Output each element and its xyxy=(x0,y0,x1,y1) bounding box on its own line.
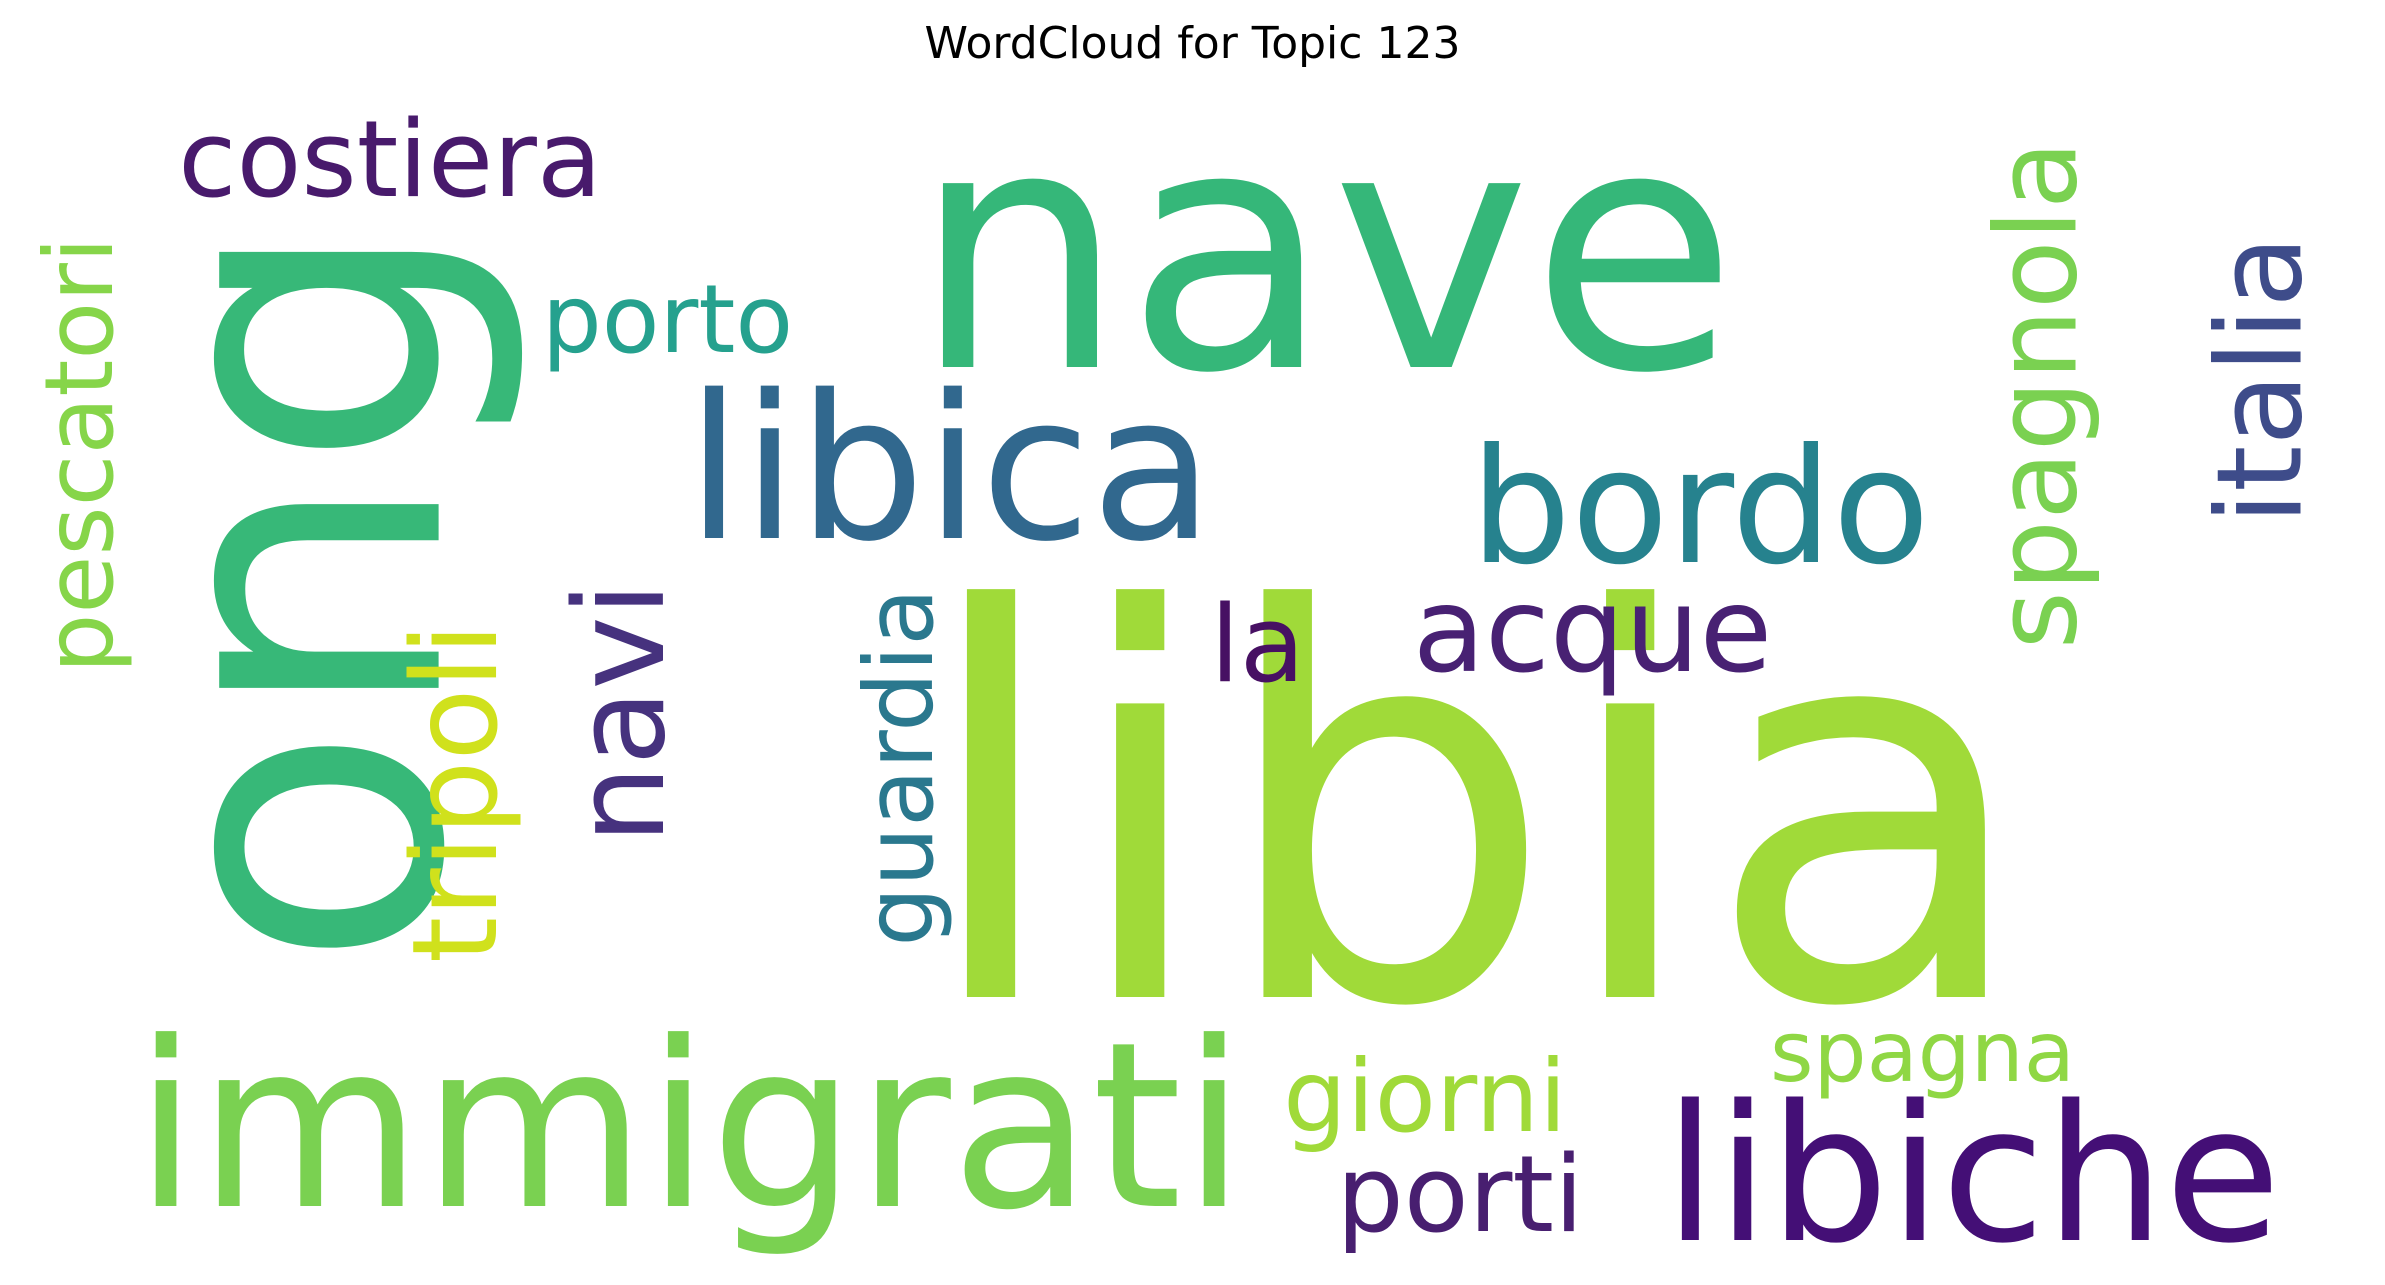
word-porti: porti xyxy=(1336,1132,1584,1257)
word-acque: acque xyxy=(1412,561,1773,699)
word-giorni: giorni xyxy=(1283,1038,1567,1156)
word-la: la xyxy=(1210,582,1305,707)
word-costiera: costiera xyxy=(178,97,602,222)
word-spagna: spagna xyxy=(1770,1002,2075,1101)
word-libiche: libiche xyxy=(1664,1064,2281,1285)
word-spagnola: spagnola xyxy=(1972,140,2103,650)
word-italia: italia xyxy=(2191,235,2329,525)
word-bordo: bordo xyxy=(1470,413,1930,600)
word-tripoli: tripoli xyxy=(385,622,524,963)
word-immigrati: immigrati xyxy=(134,993,1246,1262)
word-porto: porto xyxy=(541,264,794,375)
word-libica: libica xyxy=(686,352,1214,586)
figure-title: WordCloud for Topic 123 xyxy=(924,18,1461,69)
word-pescatori: pescatori xyxy=(24,236,135,674)
word-navi: navi xyxy=(549,581,694,844)
word-libia: libia xyxy=(916,499,2034,1125)
word-guardia: guardia xyxy=(844,588,955,947)
word-nave: nave xyxy=(912,56,1738,448)
